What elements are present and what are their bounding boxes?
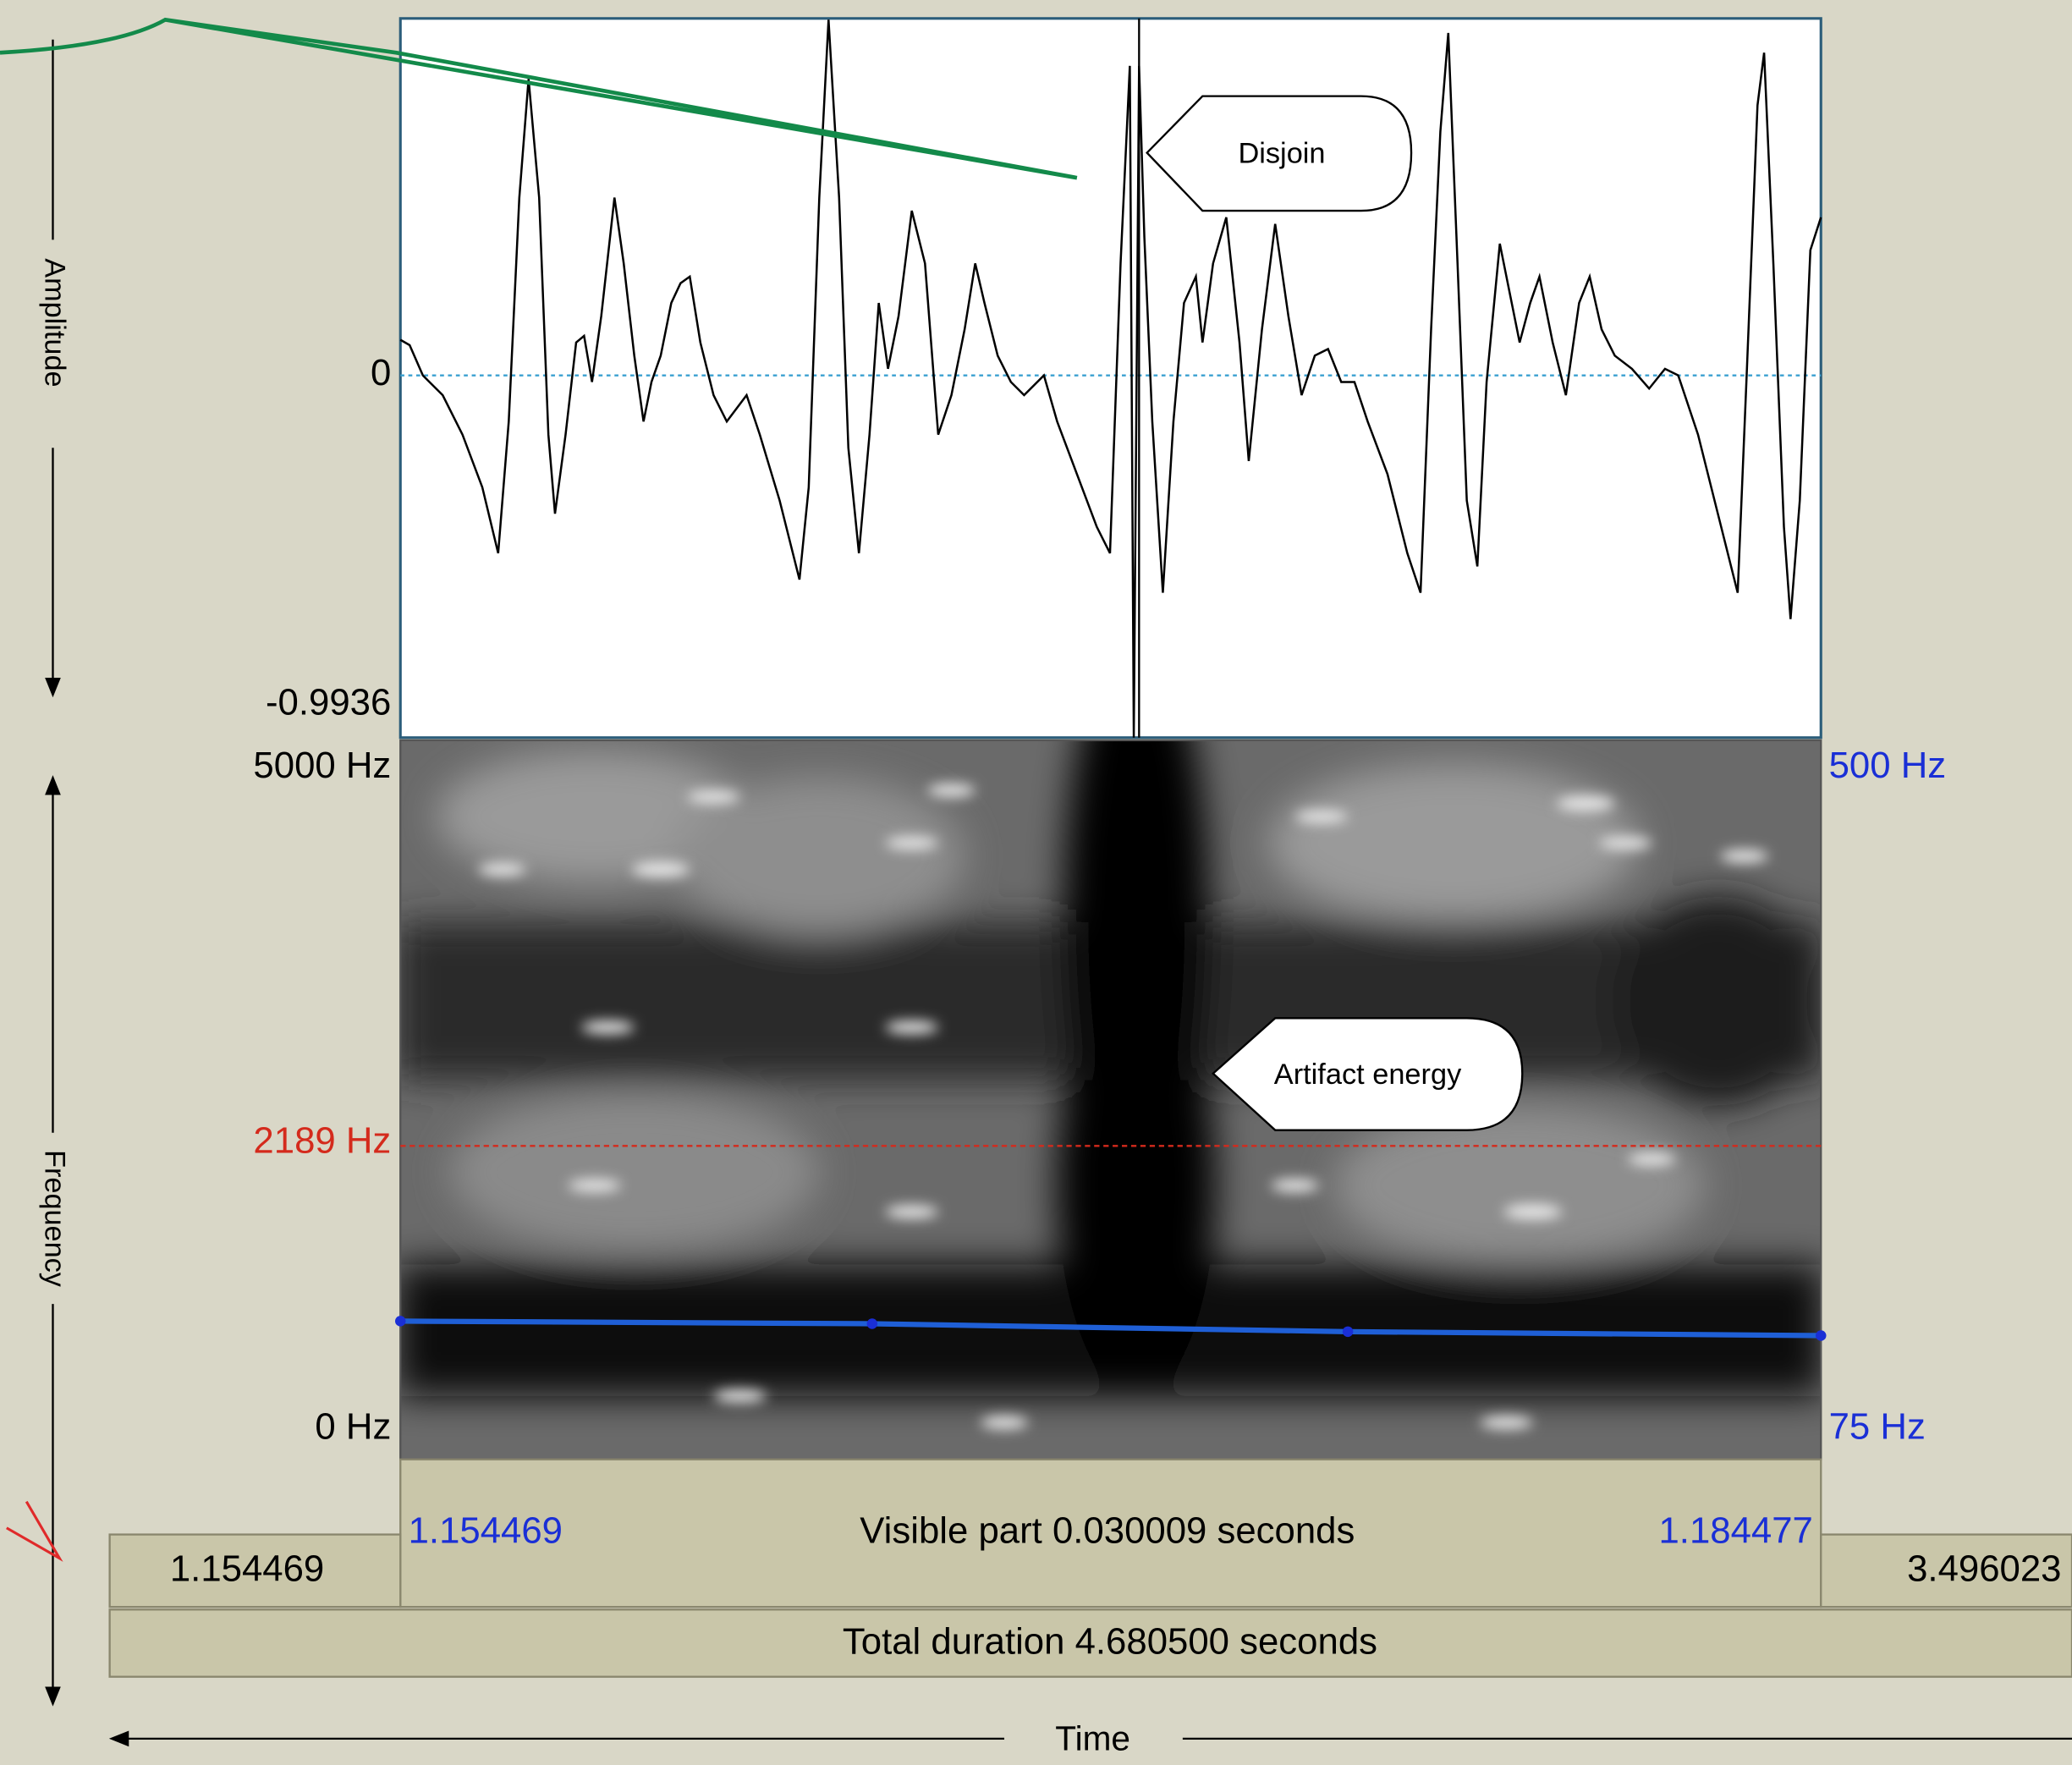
waveform-panel xyxy=(398,17,1822,740)
total-bar[interactable] xyxy=(108,1608,2072,1678)
callout-text: Disjoin xyxy=(1238,138,1325,170)
annotation-stroke xyxy=(6,1500,63,1562)
visible-start: 1.154469 xyxy=(409,1510,563,1552)
visible-bar[interactable] xyxy=(399,1458,1822,1608)
pitch-tick: 75 Hz xyxy=(1829,1406,1926,1448)
time-label: Time xyxy=(1055,1719,1130,1758)
callout-bubble xyxy=(1146,95,1413,212)
right-bar[interactable] xyxy=(1820,1533,2072,1608)
visible-end: 1.184477 xyxy=(1658,1510,1812,1552)
amplitude-tick: 0 xyxy=(371,352,391,393)
pitch-tick: 500 Hz xyxy=(1829,745,1947,786)
callout-bubble xyxy=(1212,1017,1524,1131)
frequency-cursor-label: 2189 Hz xyxy=(253,1120,391,1162)
spectrogram xyxy=(400,740,1822,1460)
right-time: 3.496023 xyxy=(1907,1548,2061,1590)
amplitude-label: Amplitude xyxy=(38,258,70,387)
frequency-tick: 0 Hz xyxy=(315,1406,391,1448)
waveform xyxy=(399,19,1822,738)
frequency-tick: 5000 Hz xyxy=(253,745,391,786)
amplitude-tick: -0.9936 xyxy=(266,681,391,723)
left-bar[interactable] xyxy=(108,1533,402,1608)
total-duration: Total duration 4.680500 seconds xyxy=(843,1620,1377,1662)
frequency-label: Frequency xyxy=(38,1150,70,1288)
pitch-track xyxy=(400,1318,1822,1339)
visible-part: Visible part 0.030009 seconds xyxy=(860,1510,1355,1552)
pitch-points xyxy=(394,1316,1827,1341)
callout-text: Artifact energy xyxy=(1274,1058,1462,1091)
left-time: 1.154469 xyxy=(170,1548,324,1590)
annotation-stroke xyxy=(0,17,1078,180)
